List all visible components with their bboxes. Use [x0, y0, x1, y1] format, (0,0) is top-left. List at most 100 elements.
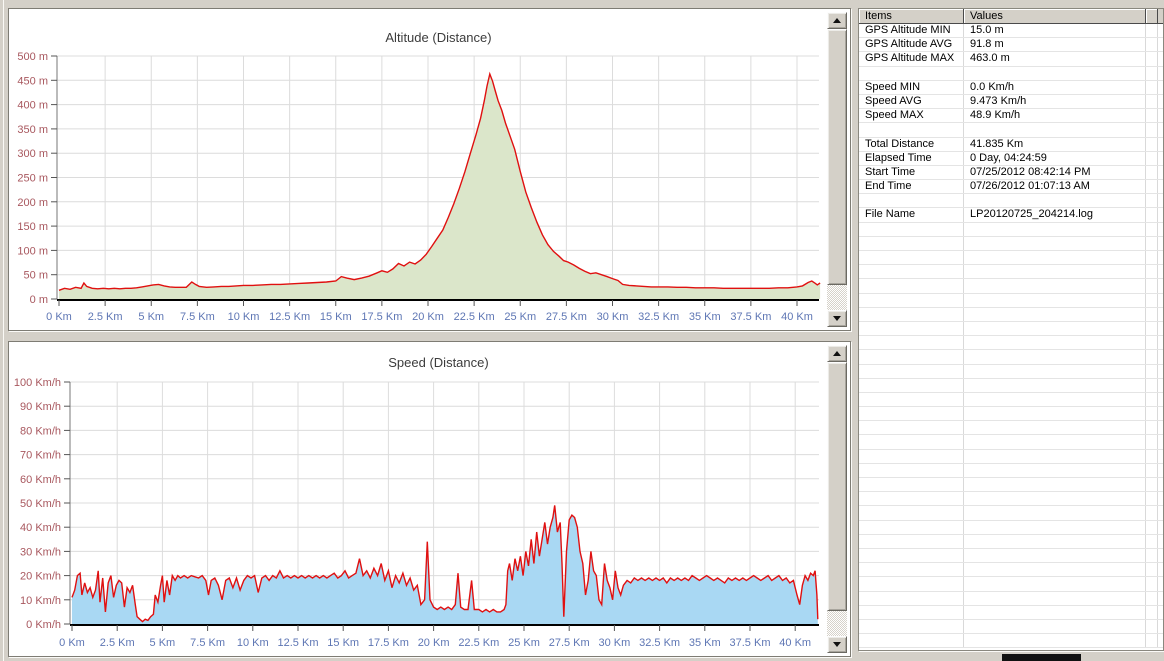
scrollbar-thumb[interactable] [827, 29, 847, 285]
stub-cell [1146, 322, 1158, 335]
item-cell: Speed MAX [859, 109, 964, 122]
table-row[interactable]: GPS Altitude MIN15.0 m [859, 24, 1163, 38]
stub-cell [1146, 577, 1158, 590]
scroll-up-button[interactable] [827, 12, 847, 29]
table-row[interactable] [859, 294, 1163, 308]
table-row[interactable] [859, 478, 1163, 492]
stub-cell [1146, 194, 1158, 207]
scroll-down-button[interactable] [827, 636, 847, 653]
table-row[interactable] [859, 563, 1163, 577]
value-cell: 0.0 Km/h [964, 81, 1146, 94]
table-row[interactable] [859, 237, 1163, 251]
item-cell: Start Time [859, 166, 964, 179]
table-row[interactable]: Speed AVG9.473 Km/h [859, 95, 1163, 109]
table-row[interactable] [859, 223, 1163, 237]
item-cell [859, 67, 964, 80]
table-row[interactable] [859, 265, 1163, 279]
table-row[interactable] [859, 407, 1163, 421]
stub-cell [1146, 478, 1158, 491]
table-row[interactable] [859, 393, 1163, 407]
table-row[interactable]: Total Distance41.835 Km [859, 138, 1163, 152]
altitude-chart-scrollbar[interactable] [827, 12, 847, 327]
stub-cell [1146, 350, 1158, 363]
table-row[interactable] [859, 435, 1163, 449]
table-row[interactable] [859, 606, 1163, 620]
table-row[interactable]: End Time07/26/2012 01:07:13 AM [859, 180, 1163, 194]
table-row[interactable]: GPS Altitude AVG91.8 m [859, 38, 1163, 52]
table-row[interactable] [859, 535, 1163, 549]
table-row[interactable] [859, 592, 1163, 606]
table-row[interactable] [859, 464, 1163, 478]
stub-cell [1146, 138, 1158, 151]
table-row[interactable] [859, 123, 1163, 137]
stats-table-body: GPS Altitude MIN15.0 mGPS Altitude AVG91… [859, 24, 1163, 648]
stub-cell [1146, 620, 1158, 633]
svg-text:450 m: 450 m [17, 75, 48, 87]
item-cell [859, 322, 964, 335]
table-row[interactable] [859, 308, 1163, 322]
item-cell: End Time [859, 180, 964, 193]
table-row[interactable] [859, 634, 1163, 648]
stub-cell [1146, 435, 1158, 448]
table-row[interactable] [859, 620, 1163, 634]
table-row[interactable] [859, 67, 1163, 81]
table-row[interactable] [859, 577, 1163, 591]
table-row[interactable]: Speed MIN0.0 Km/h [859, 81, 1163, 95]
stub-cell [1146, 563, 1158, 576]
svg-text:90 Km/h: 90 Km/h [20, 401, 61, 413]
stats-table-header: Items Values [859, 9, 1163, 24]
item-cell [859, 407, 964, 420]
scrollbar-thumb[interactable] [827, 362, 847, 611]
stub-cell [1146, 52, 1158, 65]
table-row[interactable]: File NameLP20120725_204214.log [859, 208, 1163, 222]
svg-text:0 Km/h: 0 Km/h [26, 619, 61, 631]
item-cell [859, 521, 964, 534]
table-row[interactable]: Elapsed Time0 Day, 04:24:59 [859, 152, 1163, 166]
svg-text:20 Km: 20 Km [412, 311, 444, 323]
scroll-up-button[interactable] [827, 345, 847, 362]
table-row[interactable] [859, 506, 1163, 520]
svg-text:27.5 Km: 27.5 Km [549, 637, 590, 649]
table-row[interactable] [859, 350, 1163, 364]
stub-column-header [1146, 9, 1158, 23]
svg-text:10 Km: 10 Km [228, 311, 260, 323]
svg-text:50 m: 50 m [24, 270, 48, 282]
value-cell [964, 265, 1146, 278]
item-cell [859, 577, 964, 590]
scroll-down-button[interactable] [827, 310, 847, 327]
item-cell: Speed AVG [859, 95, 964, 108]
table-row[interactable] [859, 521, 1163, 535]
table-row[interactable] [859, 322, 1163, 336]
table-row[interactable]: GPS Altitude MAX463.0 m [859, 52, 1163, 66]
table-row[interactable] [859, 421, 1163, 435]
value-cell [964, 365, 1146, 378]
up-arrow-icon [833, 18, 841, 23]
table-row[interactable] [859, 194, 1163, 208]
table-row[interactable] [859, 365, 1163, 379]
items-column-header[interactable]: Items [859, 9, 964, 23]
item-cell: GPS Altitude AVG [859, 38, 964, 51]
item-cell [859, 379, 964, 392]
speed-chart-scrollbar[interactable] [827, 345, 847, 653]
values-column-header[interactable]: Values [964, 9, 1146, 23]
svg-text:350 m: 350 m [17, 124, 48, 136]
table-row[interactable] [859, 336, 1163, 350]
svg-text:40 Km/h: 40 Km/h [20, 522, 61, 534]
table-row[interactable] [859, 279, 1163, 293]
table-row[interactable] [859, 492, 1163, 506]
stub-cell [1146, 208, 1158, 221]
stub-cell [1146, 464, 1158, 477]
table-row[interactable] [859, 450, 1163, 464]
value-cell [964, 435, 1146, 448]
item-cell: Elapsed Time [859, 152, 964, 165]
value-cell [964, 634, 1146, 647]
bottom-black-bar [1002, 654, 1081, 661]
stub-cell [1146, 393, 1158, 406]
table-row[interactable] [859, 549, 1163, 563]
value-cell: 463.0 m [964, 52, 1146, 65]
table-row[interactable] [859, 379, 1163, 393]
stub-cell [1146, 521, 1158, 534]
table-row[interactable]: Start Time07/25/2012 08:42:14 PM [859, 166, 1163, 180]
table-row[interactable] [859, 251, 1163, 265]
table-row[interactable]: Speed MAX48.9 Km/h [859, 109, 1163, 123]
